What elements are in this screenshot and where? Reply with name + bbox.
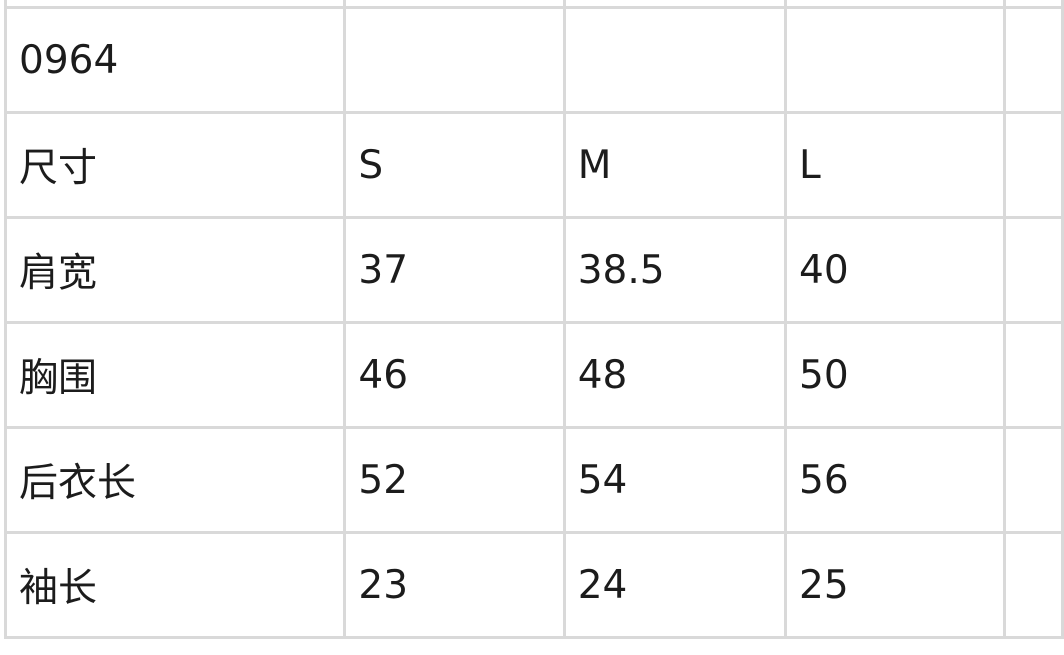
table-cell: 48: [562, 321, 788, 429]
table-cell: 50: [784, 321, 1007, 429]
table-cell: [343, 0, 566, 9]
table-cell: [562, 6, 788, 114]
table-cell: 56: [784, 426, 1007, 534]
table-cell: [1003, 111, 1064, 219]
row-label: 后衣长: [3, 426, 347, 534]
table-cell: [1003, 426, 1064, 534]
header-row: 尺寸 S M L: [3, 111, 1064, 219]
table-row: 肩宽 37 38.5 40: [3, 216, 1064, 324]
title-row: 0964: [3, 6, 1064, 114]
header-cell: S: [343, 111, 566, 219]
table-cell: [784, 6, 1007, 114]
table-cell: [562, 0, 788, 9]
table-row: 后衣长 52 54 56: [3, 426, 1064, 534]
table-cell: 38.5: [562, 216, 788, 324]
product-code: 0964: [3, 6, 347, 114]
table-cell: 46: [343, 321, 566, 429]
size-chart-table: 0964 尺寸 S M L 肩宽 37 38.5 40 胸围 46 48 50 …: [3, 0, 1064, 639]
table-cell: [1003, 6, 1064, 114]
header-cell: 尺寸: [3, 111, 347, 219]
table-cell: [3, 0, 347, 9]
table-cell: [1003, 0, 1064, 9]
table-cell: [1003, 321, 1064, 429]
table-cell: [784, 0, 1007, 9]
header-cell: L: [784, 111, 1007, 219]
header-cell: M: [562, 111, 788, 219]
table-cell: 40: [784, 216, 1007, 324]
table-cell: 25: [784, 531, 1007, 639]
row-label: 肩宽: [3, 216, 347, 324]
table-cell: 52: [343, 426, 566, 534]
table-row: 袖长 23 24 25: [3, 531, 1064, 639]
table-cell: 24: [562, 531, 788, 639]
row-label: 胸围: [3, 321, 347, 429]
row-label: 袖长: [3, 531, 347, 639]
table-cell: 23: [343, 531, 566, 639]
table-cell: 37: [343, 216, 566, 324]
table-row: 胸围 46 48 50: [3, 321, 1064, 429]
table-cell: 54: [562, 426, 788, 534]
table-cell: [343, 6, 566, 114]
table-row-partial: [3, 0, 1064, 9]
table-cell: [1003, 531, 1064, 639]
table-cell: [1003, 216, 1064, 324]
